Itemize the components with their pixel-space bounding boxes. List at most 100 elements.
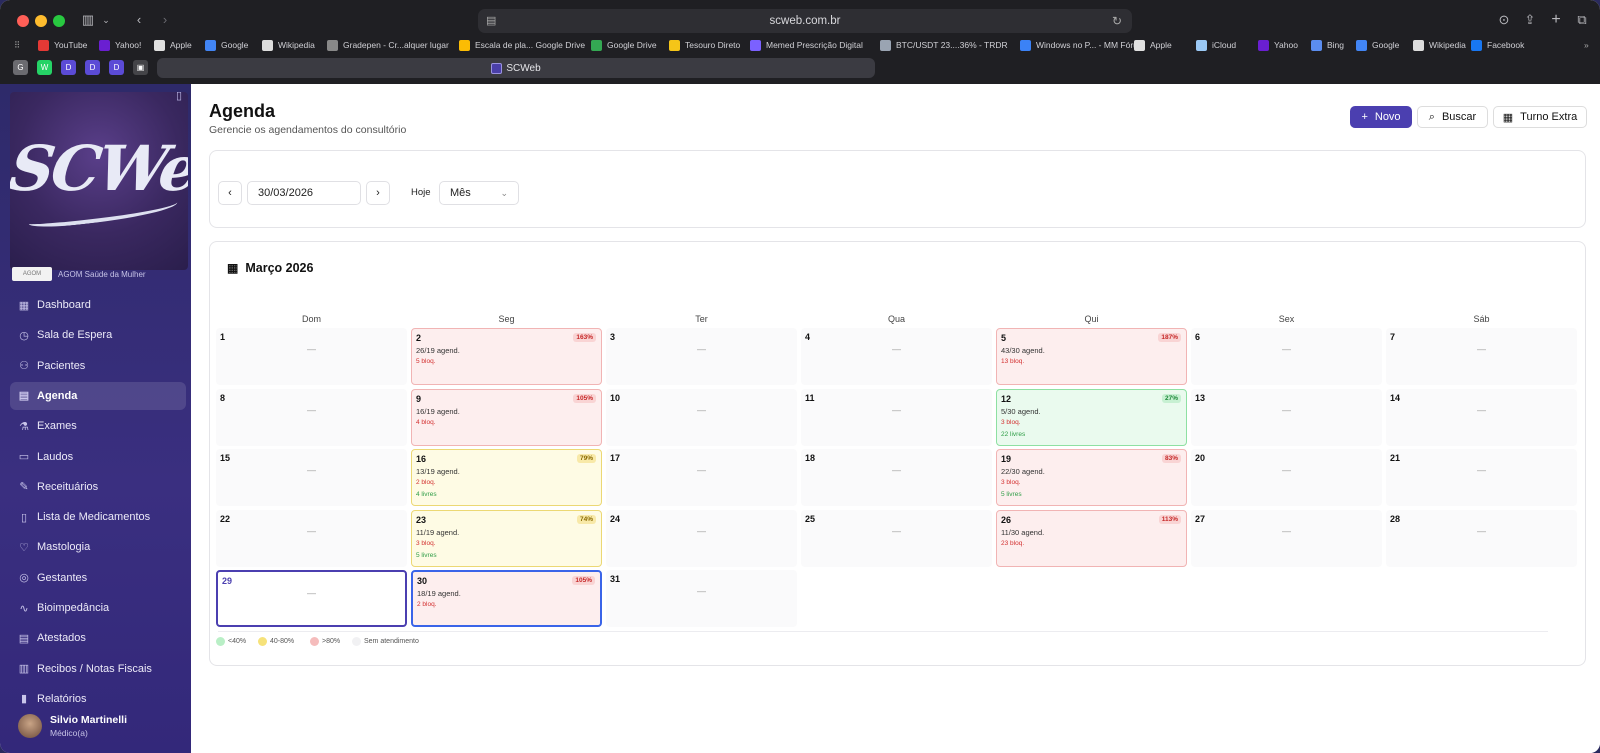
- sidebar-toggle-icon[interactable]: ▥: [81, 12, 95, 27]
- logo-text: SCWeb: [10, 132, 188, 205]
- calendar-day-cell[interactable]: 1—: [216, 328, 407, 385]
- calendar-day-cell[interactable]: 19 83% 22/30 agend. 3 bloq. 5 livres: [996, 449, 1187, 506]
- bookmark-item[interactable]: Windows no P... - MM Fórum: [1020, 37, 1145, 53]
- calendar-day-cell[interactable]: 8—: [216, 388, 407, 446]
- bookmark-item[interactable]: Apple: [1134, 37, 1172, 53]
- calendar-day-cell[interactable]: 22 —: [216, 509, 407, 567]
- date-input[interactable]: 30/03/2026: [247, 181, 361, 205]
- calendar-day-cell[interactable]: 18 —: [801, 449, 992, 506]
- calendar-day-cell[interactable]: 17 —: [606, 449, 797, 506]
- sidebar-item-receitu-rios[interactable]: ✎ Receituários: [10, 473, 186, 501]
- bookmark-item[interactable]: iCloud: [1196, 37, 1236, 53]
- sidebar-item-agenda[interactable]: ▤ Agenda: [10, 381, 186, 410]
- next-period-button[interactable]: ›: [366, 181, 390, 205]
- calendar-day-cell[interactable]: 29 —: [216, 570, 407, 627]
- calendar-day-cell[interactable]: 11 —: [801, 388, 992, 446]
- prev-period-button[interactable]: ‹: [218, 181, 242, 205]
- sidebar-item-lista-de-medicamentos[interactable]: ▯ Lista de Medicamentos: [10, 503, 186, 531]
- calendar-day-cell[interactable]: 28 —: [1386, 509, 1577, 567]
- nav-icon: ♡: [19, 541, 29, 554]
- calendar-day-cell[interactable]: 13 —: [1191, 388, 1382, 446]
- sidebar-item-relat-rios[interactable]: ▮ Relatórios: [10, 685, 186, 713]
- bookmark-item[interactable]: Gradepen - Cr...alquer lugar: [327, 37, 449, 53]
- bookmark-item[interactable]: Google: [205, 37, 248, 53]
- tab-scweb[interactable]: SCWeb: [157, 58, 875, 78]
- calendar-day-cell[interactable]: 9 105% 16/19 agend. 4 bloq.: [411, 388, 602, 446]
- calendar-day-cell[interactable]: 30 105% 18/19 agend. 2 bloq.: [411, 570, 602, 627]
- forward-icon[interactable]: ›: [162, 12, 168, 27]
- bookmark-item[interactable]: Wikipedia: [262, 37, 315, 53]
- more-bookmarks-icon[interactable]: »: [1584, 40, 1589, 50]
- calendar-day-cell[interactable]: 27 —: [1191, 509, 1382, 567]
- pinned-tab[interactable]: ▣: [133, 60, 148, 75]
- sidebar-item-recibos-notas-fiscais[interactable]: ▥ Recibos / Notas Fiscais: [10, 655, 186, 683]
- sidebar-item-bioimped-ncia[interactable]: ∿ Bioimpedância: [10, 594, 186, 622]
- calendar-day-cell[interactable]: 5 187% 43/30 agend. 13 bloq.: [996, 328, 1187, 385]
- sidebar-item-laudos[interactable]: ▭ Laudos: [10, 443, 186, 471]
- bookmark-item[interactable]: Google: [1356, 37, 1399, 53]
- new-tab-icon[interactable]: +: [1551, 11, 1561, 28]
- bookmark-item[interactable]: Google Drive: [591, 37, 657, 53]
- calendar-day-cell[interactable]: 7—: [1386, 328, 1577, 385]
- view-select[interactable]: Mês ⌄: [439, 181, 519, 205]
- collapse-sidebar-icon[interactable]: ▯: [175, 90, 183, 102]
- bookmark-item[interactable]: Bing: [1311, 37, 1344, 53]
- address-bar[interactable]: ▤ scweb.com.br ↻: [478, 9, 1132, 33]
- today-button[interactable]: Hoje: [411, 187, 431, 198]
- bookmark-item[interactable]: BTC/USDT 23....36% - TRDR: [880, 37, 1008, 53]
- bookmark-item[interactable]: Memed Prescrição Digital: [750, 37, 863, 53]
- back-icon[interactable]: ‹: [136, 12, 142, 27]
- calendar-day-cell[interactable]: 12 27% 5/30 agend. 3 bloq. 22 livres: [996, 388, 1187, 446]
- calendar-day-cell[interactable]: 24 —: [606, 509, 797, 567]
- search-button[interactable]: ⌕ Buscar: [1417, 106, 1488, 128]
- page-settings-icon[interactable]: ▤: [486, 15, 497, 27]
- calendar-day-cell[interactable]: 20 —: [1191, 449, 1382, 506]
- user-profile[interactable]: Silvio Martinelli Médico(a): [18, 714, 127, 738]
- sidebar-item-pacientes[interactable]: ⚇ Pacientes: [10, 352, 186, 380]
- bookmark-item[interactable]: YouTube: [38, 37, 87, 53]
- sidebar-item-mastologia[interactable]: ♡ Mastologia: [10, 533, 186, 561]
- share-icon[interactable]: ⇪: [1524, 12, 1536, 27]
- chevron-down-icon[interactable]: ⌄: [102, 15, 110, 25]
- reload-icon[interactable]: ↻: [1111, 14, 1122, 28]
- calendar-day-cell[interactable]: 14 —: [1386, 388, 1577, 446]
- bookmark-item[interactable]: Wikipedia: [1413, 37, 1466, 53]
- bookmark-item[interactable]: Apple: [154, 37, 192, 53]
- calendar-day-cell[interactable]: 10 —: [606, 388, 797, 446]
- calendar-day-cell[interactable]: 3—: [606, 328, 797, 385]
- downloads-icon[interactable]: ⊙: [1498, 12, 1510, 27]
- pinned-tab[interactable]: G: [13, 60, 28, 75]
- pinned-tab[interactable]: D: [109, 60, 124, 75]
- bookmark-item[interactable]: Yahoo: [1258, 37, 1298, 53]
- calendar-day-cell[interactable]: 6—: [1191, 328, 1382, 385]
- calendar-day-cell[interactable]: 26 113% 11/30 agend. 23 bloq.: [996, 509, 1187, 567]
- sidebar-item-dashboard[interactable]: ▦ Dashboard: [10, 291, 186, 319]
- nav-icon: ◷: [19, 329, 29, 342]
- calendar-day-cell[interactable]: 15 —: [216, 449, 407, 506]
- calendar-day-cell[interactable]: 16 79% 13/19 agend. 2 bloq. 4 livres: [411, 449, 602, 506]
- bookmark-item[interactable]: Tesouro Direto: [669, 37, 740, 53]
- close-window-button[interactable]: [17, 15, 29, 27]
- pinned-tab[interactable]: W: [37, 60, 52, 75]
- bookmarks-grid-icon[interactable]: ⠿: [14, 39, 21, 50]
- calendar-day-cell[interactable]: 4—: [801, 328, 992, 385]
- sidebar-item-exames[interactable]: ⚗ Exames: [10, 412, 186, 440]
- tab-overview-icon[interactable]: ⧉: [1577, 12, 1587, 27]
- pinned-tab[interactable]: D: [85, 60, 100, 75]
- zoom-window-button[interactable]: [53, 15, 65, 27]
- minimize-window-button[interactable]: [35, 15, 47, 27]
- sidebar-item-atestados[interactable]: ▤ Atestados: [10, 624, 186, 652]
- bookmark-item[interactable]: Facebook: [1471, 37, 1524, 53]
- extra-shift-button[interactable]: ▦ Turno Extra: [1493, 106, 1587, 128]
- calendar-day-cell[interactable]: 21 —: [1386, 449, 1577, 506]
- calendar-day-cell[interactable]: 31 —: [606, 570, 797, 627]
- calendar-day-cell[interactable]: 23 74% 11/19 agend. 3 bloq. 5 livres: [411, 509, 602, 567]
- pinned-tab[interactable]: D: [61, 60, 76, 75]
- calendar-day-cell[interactable]: 2 163% 26/19 agend. 5 bloq.: [411, 328, 602, 385]
- calendar-day-cell[interactable]: 25 —: [801, 509, 992, 567]
- sidebar-item-sala-de-espera[interactable]: ◷ Sala de Espera: [10, 321, 186, 349]
- bookmark-item[interactable]: Escala de pla... Google Drive: [459, 37, 585, 53]
- new-appointment-button[interactable]: + Novo: [1350, 106, 1412, 128]
- bookmark-item[interactable]: Yahoo!: [99, 37, 141, 53]
- sidebar-item-gestantes[interactable]: ◎ Gestantes: [10, 564, 186, 592]
